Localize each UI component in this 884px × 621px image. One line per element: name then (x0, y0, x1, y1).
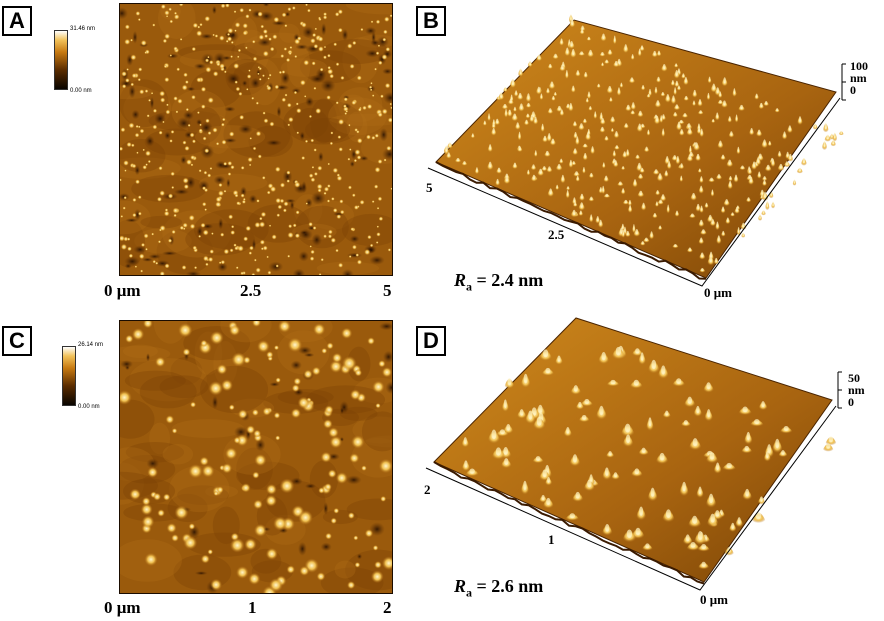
roughness-value: = 2.6 nm (472, 576, 544, 596)
roughness-subscript: a (466, 585, 473, 600)
z-tick-label: 50 (848, 371, 860, 385)
roughness-label-b: Ra = 2.4 nm (454, 270, 543, 295)
z-unit-label: nm (848, 383, 865, 397)
axis-tick-label: 1 (548, 532, 555, 547)
panel-label-c: C (2, 326, 32, 356)
axis-tick-label: 0 μm (700, 592, 728, 607)
panel-label-d: D (416, 326, 446, 356)
roughness-value: = 2.4 nm (472, 270, 544, 290)
color-scale-min-label: 0.00 nm (78, 404, 100, 410)
roughness-symbol: R (454, 576, 467, 596)
axis-tick-label: 5 (426, 180, 433, 195)
roughness-subscript: a (466, 279, 473, 294)
axis-tick-label: 0 μm (704, 285, 732, 300)
axis-tick-label: 2 (424, 482, 431, 497)
roughness-label-d: Ra = 2.6 nm (454, 576, 543, 601)
afm-topography-a (120, 4, 392, 275)
panel-label-b: B (416, 6, 446, 36)
afm-height-image-c (119, 320, 393, 594)
x-tick-label: 1 (248, 598, 257, 617)
color-scale-min-label: 0.00 nm (70, 88, 92, 94)
color-scale-max-label: 31.46 nm (70, 26, 96, 32)
x-tick-label: 0 μm (104, 598, 141, 617)
x-tick-label: 2 (383, 598, 392, 617)
z-unit-label: nm (850, 71, 867, 85)
color-scale-max-label: 26.14 nm (78, 342, 104, 348)
roughness-symbol: R (454, 270, 467, 290)
z-tick-label: 0 (850, 83, 856, 97)
afm-topography-c (120, 321, 392, 593)
color-scale-gradient (54, 30, 68, 90)
x-tick-label: 0 μm (104, 281, 141, 300)
axis-tick-label: 2.5 (548, 227, 565, 242)
z-tick-label: 0 (848, 395, 854, 409)
panel-label-a: A (2, 6, 32, 36)
z-axis-labels-d: 50 nm 0 (848, 372, 865, 408)
x-tick-label: 2.5 (240, 281, 262, 300)
afm-height-image-a (119, 3, 393, 276)
x-tick-label: 5 (383, 281, 392, 300)
z-axis-labels-b: 100 nm 0 (850, 60, 868, 96)
z-tick-label: 100 (850, 59, 868, 73)
color-scale-gradient (62, 346, 76, 406)
